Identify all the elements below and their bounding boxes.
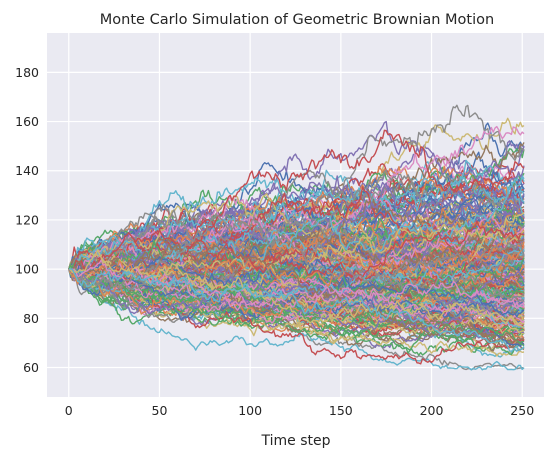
simulation-path	[68, 249, 525, 329]
simulation-path	[68, 162, 525, 274]
x-axis-ticks: 0 50 100 150 200 250	[65, 403, 534, 418]
simulation-path	[68, 264, 525, 347]
simulation-path	[68, 265, 525, 354]
simulation-path	[68, 241, 525, 302]
simulation-path	[68, 177, 525, 271]
chart-title: Monte Carlo Simulation of Geometric Brow…	[100, 12, 494, 28]
simulation-path	[68, 129, 525, 274]
x-tick-label: 100	[238, 403, 262, 418]
simulation-path	[68, 228, 525, 286]
x-tick-label: 200	[420, 403, 444, 418]
y-tick-label: 100	[15, 262, 39, 277]
simulation-path	[68, 169, 525, 271]
simulation-paths	[68, 104, 525, 371]
simulation-path	[68, 268, 525, 352]
x-tick-label: 250	[510, 403, 534, 418]
y-tick-label: 140	[15, 163, 39, 178]
y-tick-label: 180	[15, 65, 39, 80]
y-tick-label: 120	[15, 212, 39, 227]
simulation-path	[68, 264, 525, 317]
x-tick-label: 150	[329, 403, 353, 418]
x-tick-label: 0	[65, 403, 73, 418]
y-tick-label: 60	[23, 360, 39, 375]
simulation-path	[68, 203, 525, 298]
y-axis-ticks: 60 80 100 120 140 160 180	[15, 65, 39, 375]
x-tick-label: 50	[152, 403, 168, 418]
simulation-path	[68, 220, 525, 278]
simulation-path	[68, 243, 525, 344]
y-tick-label: 160	[15, 114, 39, 129]
x-axis-label: Time step	[261, 433, 331, 449]
simulation-path	[68, 193, 525, 272]
y-tick-label: 80	[23, 311, 39, 326]
